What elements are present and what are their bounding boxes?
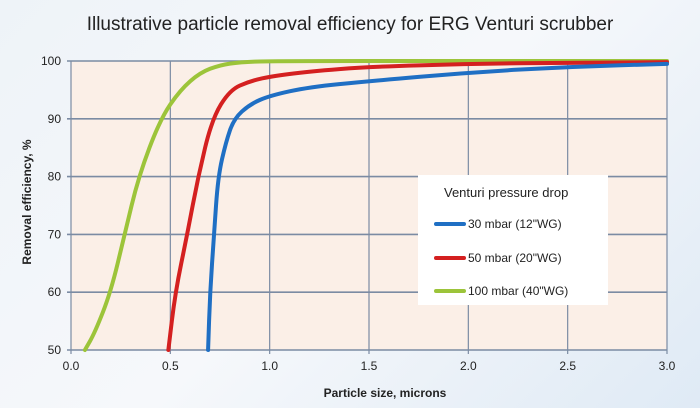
x-tick-label: 0.0: [63, 359, 80, 373]
legend-swatch: [434, 256, 466, 260]
x-tick-label: 0.5: [162, 359, 179, 373]
y-tick-label: 70: [48, 227, 62, 241]
x-tick-label: 1.5: [361, 359, 378, 373]
legend-swatch: [434, 289, 466, 293]
legend: Venturi pressure drop 30 mbar (12"WG) 50…: [418, 175, 608, 305]
legend-swatch: [434, 222, 466, 226]
legend-item-50mbar: 50 mbar (20"WG): [434, 251, 562, 265]
x-tick-label: 1.0: [261, 359, 278, 373]
series-line-100mbar: [82, 59, 669, 352]
legend-item-100mbar: 100 mbar (40"WG): [434, 284, 568, 298]
y-tick-label: 60: [48, 285, 62, 299]
legend-item-30mbar: 30 mbar (12"WG): [434, 217, 562, 231]
x-tick-label: 2.5: [559, 359, 576, 373]
legend-label: 50 mbar (20"WG): [468, 251, 562, 265]
y-tick-label: 80: [48, 170, 62, 184]
y-tick-label: 100: [41, 54, 61, 68]
legend-title: Venturi pressure drop: [444, 185, 569, 200]
series-line-30mbar: [206, 61, 669, 352]
y-tick-label: 90: [48, 112, 62, 126]
x-tick-label: 2.0: [460, 359, 477, 373]
series-line-50mbar: [166, 60, 669, 352]
legend-label: 100 mbar (40"WG): [468, 284, 569, 298]
x-tick-label: 3.0: [659, 359, 676, 373]
chart-title: Illustrative particle removal efficiency…: [86, 14, 614, 35]
x-axis-label: Particle size, microns: [323, 386, 447, 400]
legend-label: 30 mbar (12"WG): [468, 217, 562, 231]
y-tick-label: 50: [48, 343, 62, 357]
